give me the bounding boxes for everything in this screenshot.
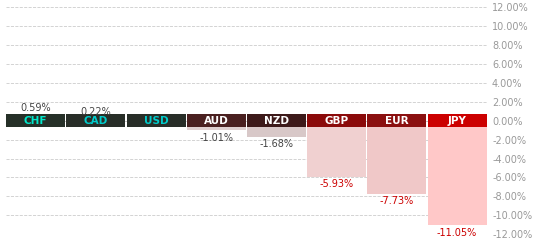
Bar: [247, 121, 306, 137]
Text: 0.22%: 0.22%: [81, 107, 111, 117]
FancyBboxPatch shape: [6, 114, 65, 127]
Bar: [6, 115, 65, 121]
FancyBboxPatch shape: [307, 114, 366, 127]
Bar: [367, 121, 426, 194]
Text: -11.05%: -11.05%: [437, 228, 477, 238]
Text: -1.68%: -1.68%: [259, 139, 293, 149]
FancyBboxPatch shape: [187, 114, 246, 127]
Text: CAD: CAD: [84, 116, 108, 126]
Text: NZD: NZD: [264, 116, 289, 126]
Text: GBP: GBP: [325, 116, 349, 126]
FancyBboxPatch shape: [428, 114, 487, 127]
FancyBboxPatch shape: [247, 114, 306, 127]
Text: EUR: EUR: [385, 116, 409, 126]
Bar: [67, 119, 125, 121]
Text: -1.01%: -1.01%: [199, 133, 234, 143]
FancyBboxPatch shape: [127, 114, 185, 127]
Text: CHF: CHF: [24, 116, 48, 126]
Text: -5.93%: -5.93%: [320, 179, 354, 189]
Bar: [307, 121, 366, 177]
Bar: [428, 121, 487, 225]
Text: AUD: AUD: [204, 116, 228, 126]
Text: -7.73%: -7.73%: [380, 196, 414, 206]
Bar: [187, 121, 246, 130]
FancyBboxPatch shape: [367, 114, 426, 127]
Text: USD: USD: [144, 116, 169, 126]
FancyBboxPatch shape: [67, 114, 125, 127]
Text: 0.59%: 0.59%: [20, 103, 51, 113]
Text: JPY: JPY: [447, 116, 466, 126]
